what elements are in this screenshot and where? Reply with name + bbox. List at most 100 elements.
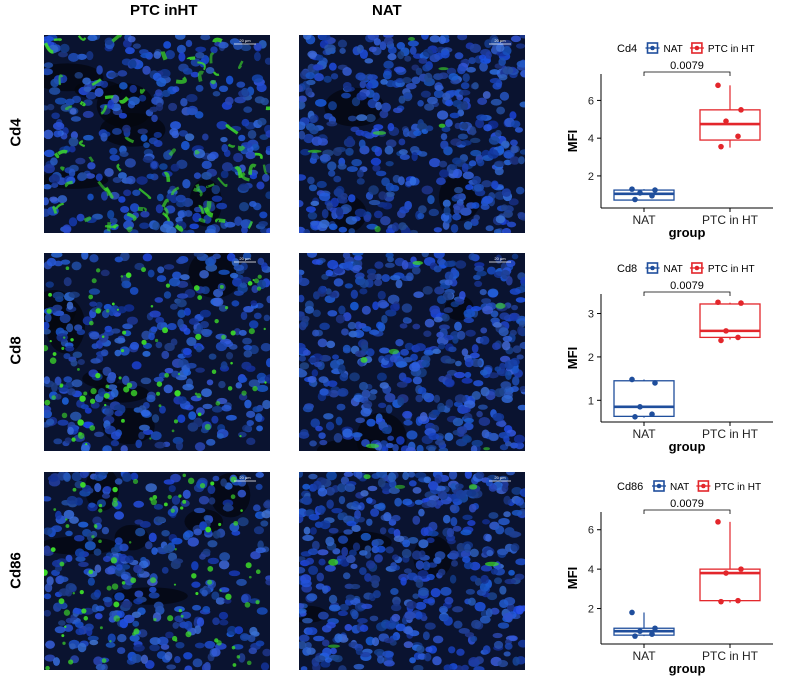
y-axis-title: MFI bbox=[565, 567, 580, 589]
data-point bbox=[632, 633, 638, 639]
x-tick-label: NAT bbox=[632, 213, 656, 227]
box-ptc bbox=[699, 82, 761, 150]
micrograph-cd4-ptc: 20 μm bbox=[44, 35, 270, 233]
svg-text:20 μm: 20 μm bbox=[494, 475, 506, 480]
x-tick-label: NAT bbox=[632, 427, 656, 441]
data-point bbox=[715, 82, 721, 89]
x-axis-title: group bbox=[669, 225, 706, 240]
data-point bbox=[652, 187, 658, 193]
data-point bbox=[652, 380, 658, 386]
box-ptc bbox=[699, 299, 761, 344]
legend-key-nat: NAT bbox=[645, 262, 683, 275]
legend: Cd8 NAT PTC in HT bbox=[617, 262, 755, 275]
data-point bbox=[629, 186, 635, 192]
marker-stain bbox=[44, 473, 261, 670]
micrograph-cd86-nat: 20 μm bbox=[299, 472, 525, 670]
data-point bbox=[723, 328, 729, 334]
x-tick-label: NAT bbox=[632, 649, 656, 663]
data-point bbox=[723, 118, 729, 124]
column-header-ptc: PTC inHT bbox=[130, 2, 198, 19]
data-point bbox=[632, 196, 638, 203]
y-tick-label: 6 bbox=[588, 95, 594, 107]
legend-title: Cd4 bbox=[617, 43, 637, 55]
data-point bbox=[715, 519, 721, 525]
box-iqr bbox=[699, 303, 761, 339]
y-tick-label: 4 bbox=[588, 133, 594, 145]
legend-key-ptc: PTC in HT bbox=[689, 42, 755, 55]
legend-title: Cd86 bbox=[617, 481, 643, 493]
data-point bbox=[637, 404, 643, 410]
legend-label: PTC in HT bbox=[708, 264, 755, 275]
nuclei bbox=[299, 472, 525, 670]
significance-bracket: 0.0079 bbox=[643, 498, 731, 514]
row-label-cd8: Cd8 bbox=[7, 336, 25, 365]
svg-text:20 μm: 20 μm bbox=[239, 38, 251, 43]
legend-label: NAT bbox=[664, 44, 683, 55]
svg-text:20 μm: 20 μm bbox=[494, 38, 506, 43]
nuclei bbox=[299, 253, 525, 451]
data-point bbox=[738, 300, 744, 306]
y-tick-label: 1 bbox=[588, 395, 594, 407]
scale-bar: 20 μm bbox=[234, 38, 256, 45]
micrograph-cd4-nat: 20 μm bbox=[299, 35, 525, 233]
scale-bar: 20 μm bbox=[489, 38, 511, 45]
y-tick-label: 3 bbox=[588, 309, 594, 321]
marker-stain bbox=[44, 266, 267, 446]
boxplot-cd86: Cd86 NAT PTC in HT 2 4 6 NAT PTC in HT group MFI 0… bbox=[565, 474, 793, 676]
legend-key-nat: NAT bbox=[645, 42, 683, 55]
legend-label: NAT bbox=[664, 264, 683, 275]
legend: Cd4 NAT PTC in HT bbox=[617, 42, 755, 55]
data-point bbox=[735, 133, 741, 140]
data-point bbox=[629, 609, 635, 616]
row-label-cd4: Cd4 bbox=[7, 118, 25, 147]
box-nat bbox=[613, 609, 675, 639]
legend-key-nat: NAT bbox=[652, 480, 689, 493]
micrograph-cd8-ptc: 20 μm bbox=[44, 253, 270, 451]
data-point bbox=[718, 143, 724, 150]
data-point bbox=[723, 570, 729, 576]
box-nat bbox=[613, 376, 675, 420]
legend-key-ptc: PTC in HT bbox=[696, 480, 761, 493]
p-value-label: 0.0079 bbox=[670, 498, 704, 510]
svg-text:20 μm: 20 μm bbox=[494, 256, 506, 261]
marker-stain bbox=[327, 474, 499, 648]
data-point bbox=[718, 598, 724, 605]
legend-label: PTC in HT bbox=[714, 482, 761, 493]
svg-text:20 μm: 20 μm bbox=[239, 256, 251, 261]
x-tick-label: PTC in HT bbox=[702, 213, 759, 227]
scale-bar: 20 μm bbox=[489, 475, 511, 482]
data-point bbox=[718, 337, 724, 344]
marker-stain bbox=[44, 35, 270, 233]
legend-label: PTC in HT bbox=[708, 44, 755, 55]
data-point bbox=[715, 299, 721, 306]
x-tick-label: PTC in HT bbox=[702, 427, 759, 441]
data-point bbox=[649, 411, 655, 417]
legend-key-ptc: PTC in HT bbox=[689, 262, 755, 275]
x-tick-label: PTC in HT bbox=[702, 649, 759, 663]
data-point bbox=[652, 625, 658, 632]
p-value-label: 0.0079 bbox=[670, 60, 704, 72]
column-header-nat: NAT bbox=[372, 2, 402, 19]
data-point bbox=[637, 628, 643, 634]
data-point bbox=[629, 376, 635, 383]
boxplot-cd8: Cd8 NAT PTC in HT 1 2 3 NAT PTC in HT group MFI 0.… bbox=[565, 256, 793, 454]
nuclei bbox=[299, 35, 525, 233]
data-point bbox=[649, 192, 655, 199]
scale-bar: 20 μm bbox=[234, 475, 256, 482]
data-point bbox=[632, 413, 638, 420]
y-axis-title: MFI bbox=[565, 130, 580, 152]
significance-bracket: 0.0079 bbox=[643, 60, 731, 76]
row-label-cd86: Cd86 bbox=[7, 552, 25, 589]
box-iqr bbox=[699, 568, 761, 602]
tissue-background bbox=[299, 253, 525, 451]
y-axis-title: MFI bbox=[565, 347, 580, 369]
y-tick-label: 2 bbox=[588, 604, 594, 616]
micrograph-cd86-ptc: 20 μm bbox=[44, 472, 270, 670]
micrograph-cd8-nat: 20 μm bbox=[299, 253, 525, 451]
data-point bbox=[738, 107, 744, 113]
p-value-label: 0.0079 bbox=[670, 280, 704, 292]
significance-bracket: 0.0079 bbox=[643, 280, 731, 296]
box-nat bbox=[613, 186, 675, 203]
scale-bar: 20 μm bbox=[489, 256, 511, 263]
legend: Cd86 NAT PTC in HT bbox=[617, 480, 761, 493]
